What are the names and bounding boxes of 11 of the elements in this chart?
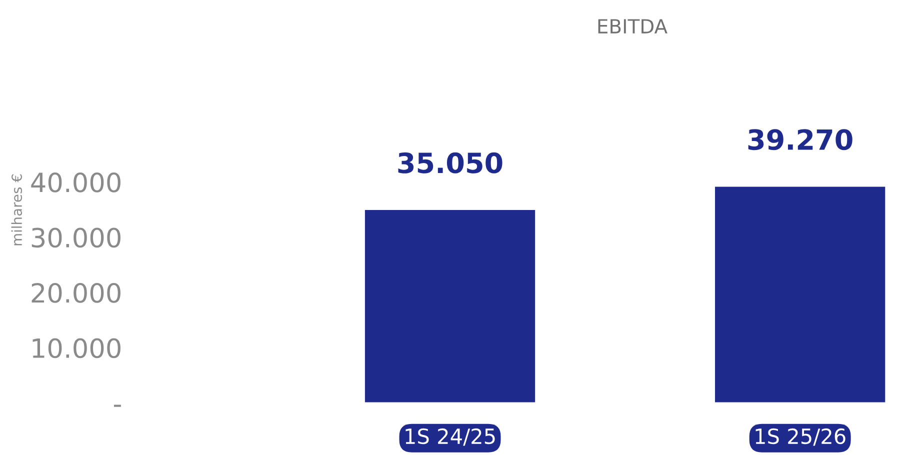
y-tick-label: - [114,404,121,407]
data-label: 35.050 [398,152,502,174]
y-tick-label: 30.000 [32,228,120,248]
data-label: 39.270 [748,129,852,150]
x-tick-label: 1S 25/26 [756,428,846,446]
chart-title: EBITDA [598,19,668,34]
y-tick-label: 10.000 [32,338,120,358]
y-axis-title: milhares € [11,174,22,246]
y-tick-label: 20.000 [32,282,120,303]
x-tick-label: 1S 24/25 [406,428,495,446]
y-tick-label: 40.000 [31,172,120,192]
